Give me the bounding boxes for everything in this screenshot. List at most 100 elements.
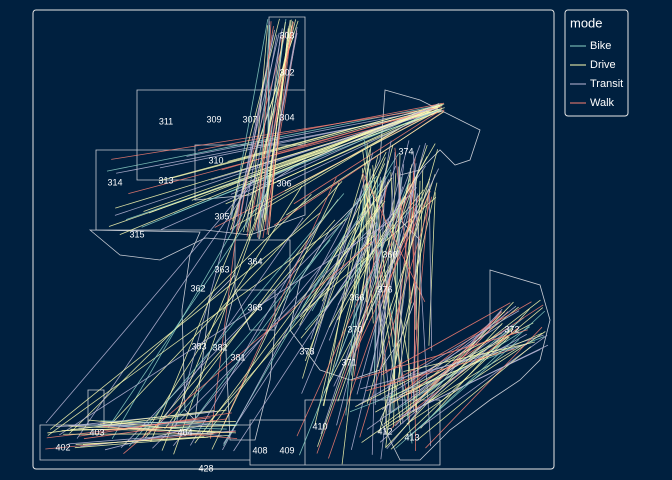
zone-label: 305 xyxy=(214,211,229,221)
zone-labels: 311 309 307 304 303 302 310 306 314 313 … xyxy=(55,30,519,473)
flow-line xyxy=(74,434,229,449)
flow-line xyxy=(59,221,391,436)
flow-line xyxy=(408,299,541,403)
zone-label: 364 xyxy=(247,256,262,266)
flow-line xyxy=(254,21,286,221)
legend-label: Transit xyxy=(590,78,623,90)
flow-line xyxy=(403,341,535,372)
flow-line xyxy=(299,179,411,456)
flow-line xyxy=(111,213,243,439)
zone-label: 307 xyxy=(242,114,257,124)
zone-label: 413 xyxy=(404,432,419,442)
zone-label: 376 xyxy=(377,284,392,294)
flow-line xyxy=(299,151,387,326)
flow-line xyxy=(361,174,410,404)
flow-line xyxy=(304,196,422,331)
flow-line xyxy=(160,105,439,231)
flow-line xyxy=(221,106,439,171)
flow-line xyxy=(156,217,304,429)
flow-line xyxy=(209,235,374,422)
flow-line xyxy=(231,32,280,233)
flow-line xyxy=(194,177,393,444)
flow-line xyxy=(379,151,396,396)
flow-line xyxy=(286,111,444,216)
flow-line xyxy=(107,181,343,428)
flow-line xyxy=(186,108,438,157)
zone-label: 310 xyxy=(208,155,223,165)
legend: mode Bike Drive Transit Walk xyxy=(564,9,629,117)
flow-line xyxy=(428,192,436,346)
flow-line xyxy=(356,143,427,395)
flow-line xyxy=(385,174,418,448)
flow-line xyxy=(351,146,372,308)
flow-line xyxy=(284,109,441,192)
flow-line xyxy=(410,310,546,436)
flow-line xyxy=(111,106,443,160)
legend-box xyxy=(564,9,629,117)
flow-line xyxy=(233,240,372,452)
flow-line xyxy=(104,423,209,451)
zone-label: 360 xyxy=(382,249,397,259)
flow-line xyxy=(197,102,445,151)
flow-line xyxy=(189,219,322,446)
zone-label: 363 xyxy=(214,264,229,274)
zone-label: 404 xyxy=(177,427,192,437)
flow-line xyxy=(385,323,503,448)
flow-line xyxy=(211,182,340,450)
flow-line xyxy=(246,31,294,237)
flow-line xyxy=(316,177,415,454)
flow-line xyxy=(283,108,441,185)
flow-line xyxy=(328,143,436,328)
panel-border xyxy=(32,9,555,470)
flow-line xyxy=(311,152,374,356)
flow-line xyxy=(50,212,321,430)
flow-line xyxy=(382,164,413,309)
flow-line xyxy=(381,305,517,411)
flow-line xyxy=(261,26,298,218)
zone-label: 428 xyxy=(198,463,213,473)
flow-line xyxy=(76,424,227,430)
flow-line xyxy=(420,308,530,429)
flow-line xyxy=(296,185,411,437)
flow-line xyxy=(82,436,205,445)
flow-line xyxy=(47,217,349,436)
flow-line xyxy=(248,25,269,240)
flow-line xyxy=(412,151,432,447)
flow-line xyxy=(407,317,525,410)
legend-label: Bike xyxy=(590,40,611,52)
flow-line xyxy=(129,193,345,447)
zone-label: 304 xyxy=(279,112,294,122)
flow-line xyxy=(328,196,420,459)
flow-line xyxy=(88,419,216,433)
zone-label: 410 xyxy=(312,421,327,431)
flow-line xyxy=(392,304,544,404)
zone-label: 314 xyxy=(107,177,122,187)
zone-label: 402 xyxy=(55,442,70,452)
flow-line xyxy=(428,179,433,351)
flow-line xyxy=(274,108,437,154)
flow-line xyxy=(381,302,511,376)
flow-line xyxy=(143,107,439,212)
zone-label: 315 xyxy=(129,229,144,239)
flow-line xyxy=(358,310,520,406)
flow-lines xyxy=(45,18,549,465)
zone-label: 362 xyxy=(190,283,205,293)
flow-line xyxy=(386,326,530,416)
flow-line xyxy=(378,324,502,402)
zone-label: 306 xyxy=(276,178,291,188)
flow-line xyxy=(61,425,237,432)
flow-line xyxy=(386,345,522,429)
flow-line xyxy=(80,432,202,447)
flow-line xyxy=(206,200,386,434)
zone-label: 408 xyxy=(252,445,267,455)
zone-label: 378 xyxy=(299,346,314,356)
flow-line xyxy=(425,326,543,449)
flow-line xyxy=(173,175,273,455)
flow-line xyxy=(293,111,439,205)
flow-line xyxy=(99,410,215,425)
flow-line xyxy=(372,165,394,347)
zone-label: 309 xyxy=(206,114,221,124)
flow-line xyxy=(120,222,344,448)
flow-line xyxy=(415,180,421,330)
flow-line xyxy=(368,183,392,413)
